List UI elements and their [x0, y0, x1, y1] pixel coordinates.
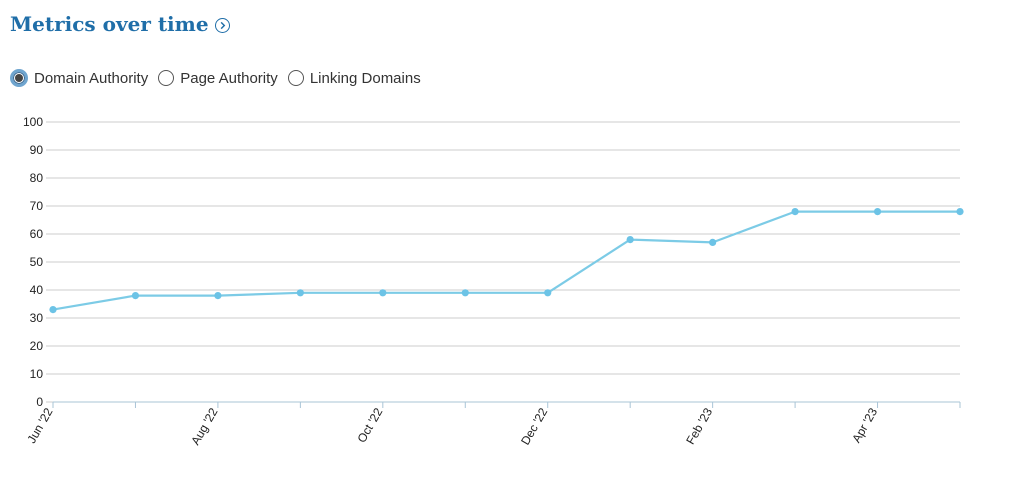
- radio-domain-authority[interactable]: Domain Authority: [10, 69, 148, 87]
- x-tick-label: Dec '22: [518, 405, 550, 447]
- y-tick-label: 80: [30, 171, 44, 185]
- data-point[interactable]: [49, 306, 57, 314]
- data-point[interactable]: [131, 292, 140, 300]
- data-point[interactable]: [544, 289, 552, 297]
- line-chart: 0 10 20 30 40 50 60 70 80 90 100 Jun '22 Aug '22 Oct…: [23, 115, 964, 447]
- x-tick-label: Aug '22: [188, 405, 220, 447]
- radio-button[interactable]: [287, 70, 304, 86]
- y-tick-label: 60: [30, 227, 44, 241]
- grid-lines: [46, 121, 960, 403]
- data-point[interactable]: [626, 236, 634, 244]
- radio-linking-domains[interactable]: Linking Domains: [287, 69, 421, 87]
- data-point[interactable]: [709, 238, 717, 246]
- y-tick-label: 20: [30, 339, 44, 353]
- y-tick-label: 30: [30, 311, 44, 325]
- x-tick-label: Oct '22: [354, 405, 385, 445]
- chevron-right-icon: [220, 21, 225, 29]
- x-tick-label: Jun '22: [24, 405, 55, 445]
- y-tick-label: 100: [23, 115, 43, 129]
- page-title: Metrics over time: [10, 12, 209, 36]
- data-point[interactable]: [873, 208, 882, 216]
- y-tick-label: 70: [30, 199, 44, 213]
- radio-page-authority[interactable]: Page Authority: [158, 70, 278, 87]
- series-domain-authority: [49, 208, 964, 314]
- radio-button-selected[interactable]: [10, 69, 28, 87]
- radio-label-page-authority: Page Authority: [180, 69, 278, 87]
- y-tick-label: 40: [30, 283, 44, 297]
- data-point[interactable]: [214, 292, 222, 300]
- metric-selector: Domain Authority Page Authority Linking …: [10, 69, 421, 87]
- y-axis-ticks: 0 10 20 30 40 50 60 70 80 90 100: [23, 115, 43, 409]
- chevron-right-circle-icon[interactable]: [214, 17, 230, 33]
- x-axis: Jun '22 Aug '22 Oct '22 Dec '22 Feb '23 Apr '…: [24, 401, 961, 447]
- title-row: Metrics over time: [10, 12, 230, 36]
- y-tick-label: 50: [30, 255, 44, 269]
- radio-label-domain-authority: Domain Authority: [34, 69, 149, 87]
- data-point[interactable]: [956, 208, 964, 216]
- data-point[interactable]: [461, 289, 469, 297]
- data-point[interactable]: [791, 208, 799, 216]
- radio-button[interactable]: [158, 70, 175, 86]
- data-point[interactable]: [296, 289, 304, 297]
- x-tick-label: Feb '23: [683, 405, 715, 447]
- y-tick-label: 10: [30, 367, 44, 381]
- y-tick-label: 90: [30, 143, 44, 157]
- x-tick-label: Apr '23: [849, 405, 880, 445]
- y-tick-label: 0: [36, 395, 43, 409]
- radio-label-linking-domains: Linking Domains: [309, 69, 421, 87]
- data-point[interactable]: [379, 289, 387, 297]
- series-line: [52, 210, 960, 311]
